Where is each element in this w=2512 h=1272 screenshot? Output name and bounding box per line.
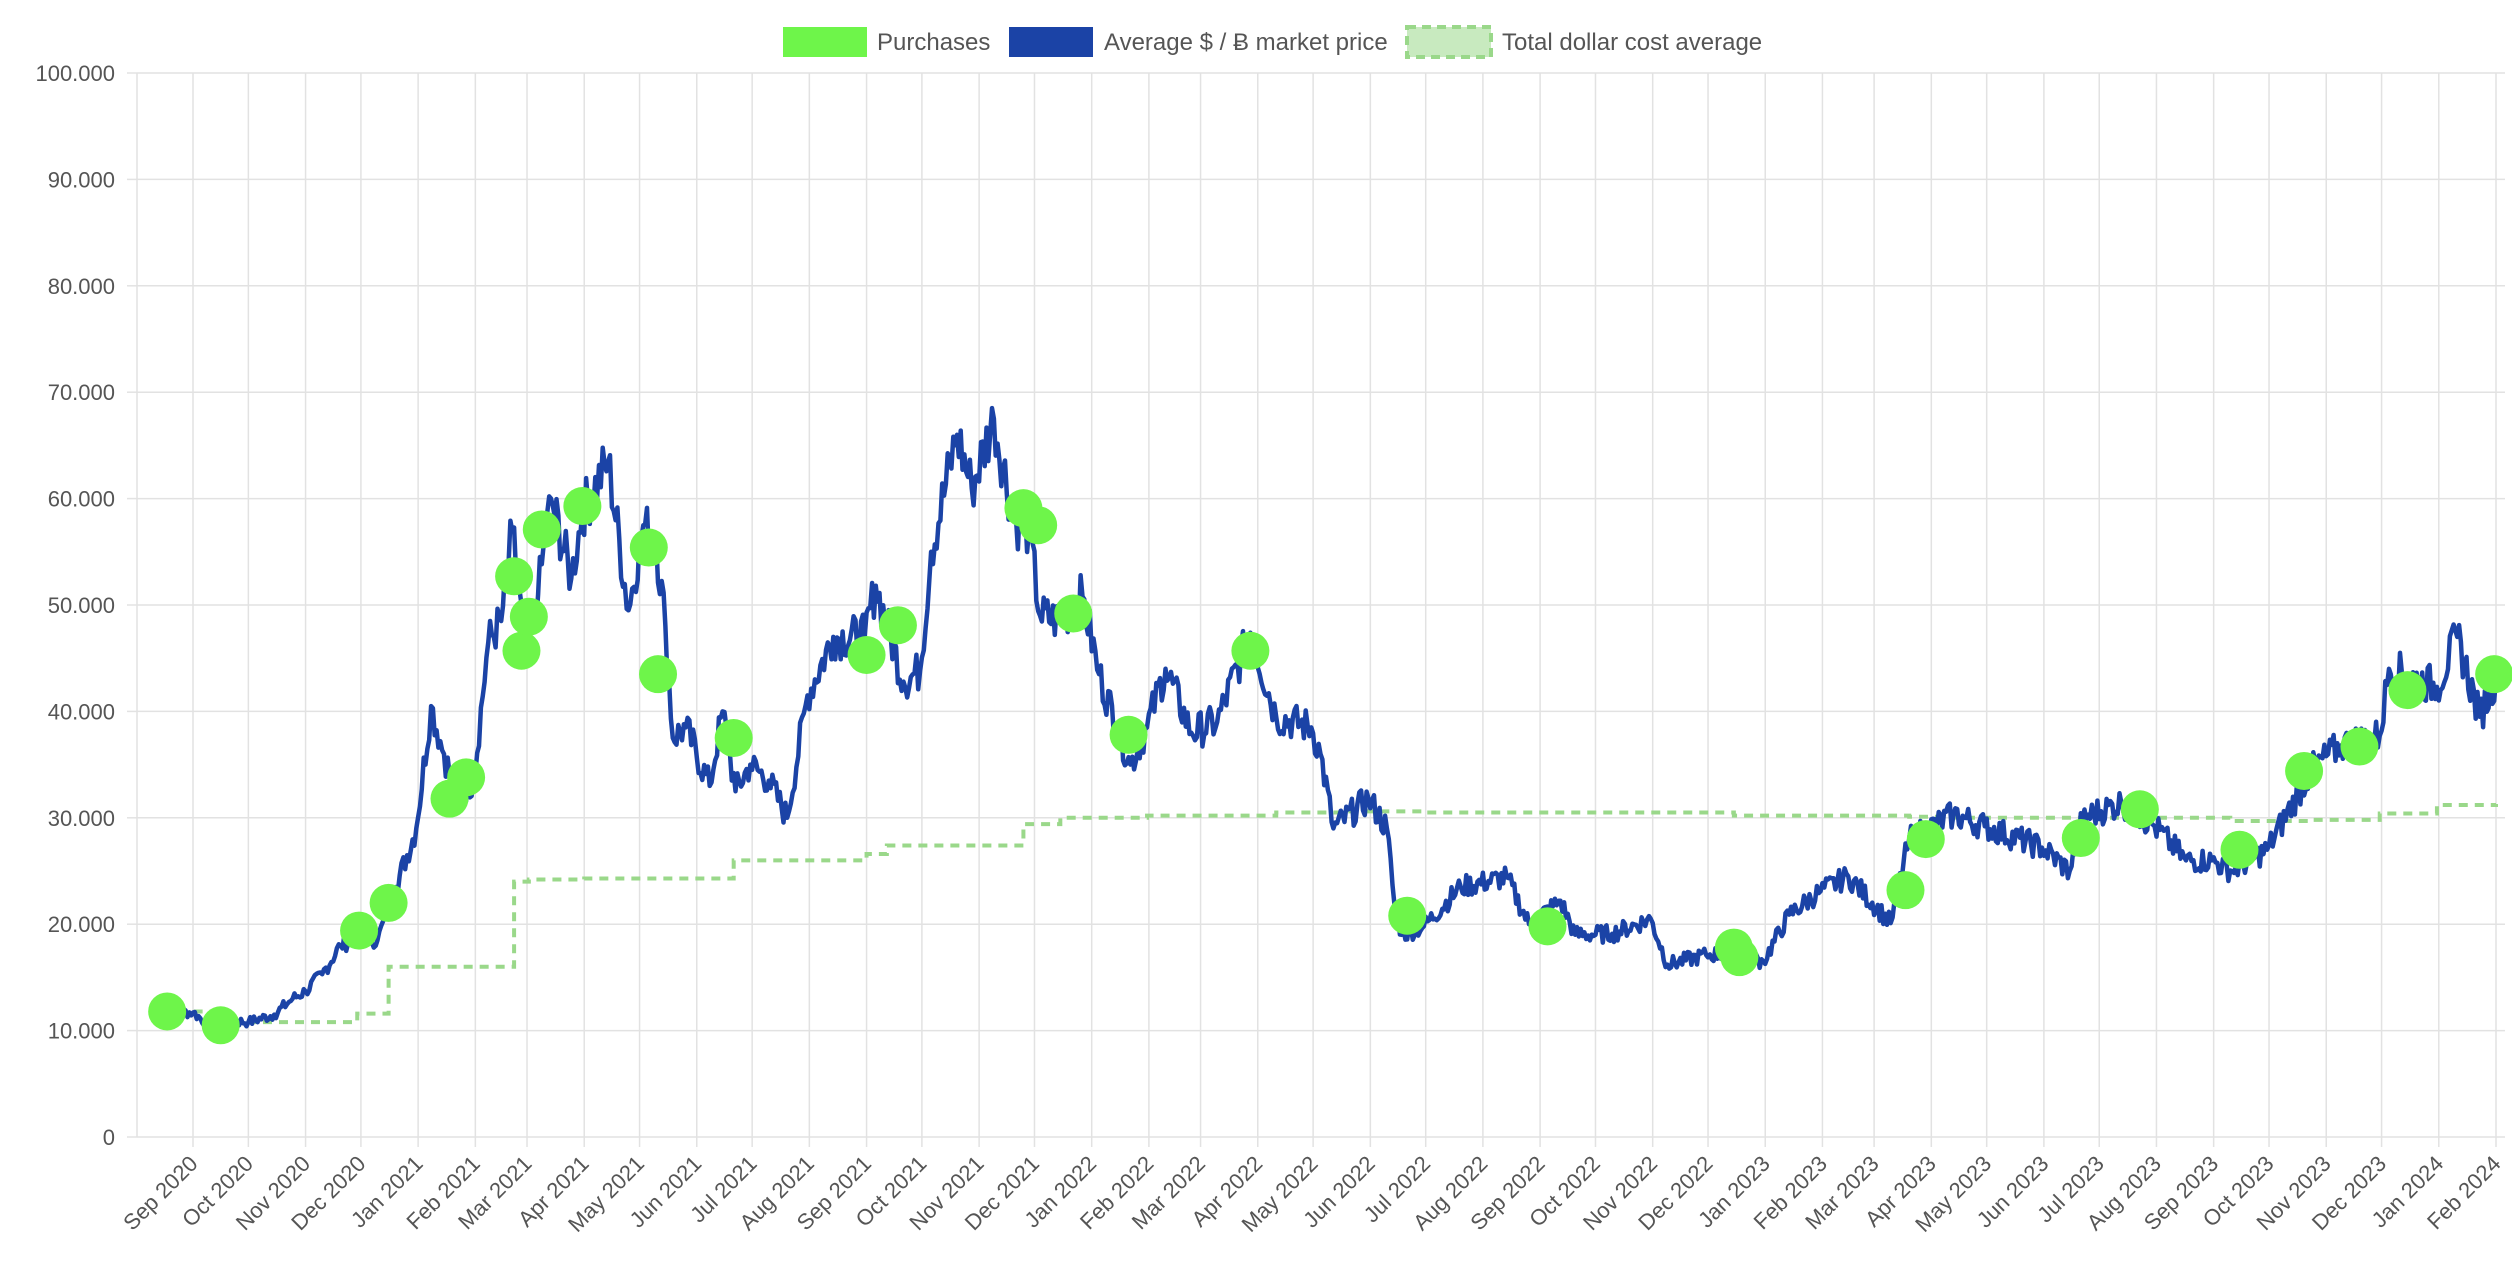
purchase-point[interactable]: [878, 606, 917, 645]
purchase-point[interactable]: [1054, 594, 1093, 633]
purchase-point[interactable]: [847, 636, 886, 675]
purchase-point[interactable]: [369, 883, 408, 922]
purchase-point[interactable]: [1886, 871, 1925, 910]
purchase-point[interactable]: [1720, 938, 1759, 977]
purchase-point[interactable]: [1231, 631, 1270, 670]
purchase-point[interactable]: [2285, 751, 2324, 790]
purchase-point[interactable]: [522, 510, 561, 549]
purchase-point[interactable]: [2475, 655, 2512, 694]
legend-swatch-market-price: [1009, 27, 1093, 57]
y-tick-label: 50.000: [48, 593, 115, 618]
purchase-point[interactable]: [340, 911, 379, 950]
dca-line: [161, 803, 2498, 1025]
purchase-point[interactable]: [1906, 820, 1945, 859]
purchase-point[interactable]: [1528, 907, 1567, 946]
purchase-point[interactable]: [639, 655, 678, 694]
purchase-point[interactable]: [1388, 896, 1427, 935]
y-tick-label: 0: [103, 1125, 115, 1150]
purchase-point[interactable]: [629, 528, 668, 567]
purchase-point[interactable]: [563, 487, 602, 526]
y-axis: 0 10.000 20.000 30.000 40.000 50.000 60.000 70.…: [35, 61, 115, 1150]
purchase-point[interactable]: [2061, 819, 2100, 858]
legend: Purchases Average $ / Ƀ market price Total…: [783, 25, 1762, 59]
y-tick-label: 90.000: [48, 167, 115, 192]
purchase-point[interactable]: [509, 597, 548, 636]
purchase-point[interactable]: [148, 992, 187, 1031]
y-tick-label: 100.000: [35, 61, 115, 86]
y-tick-label: 60.000: [48, 487, 115, 512]
series: [148, 405, 2512, 1045]
purchase-point[interactable]: [1109, 715, 1148, 754]
purchase-point[interactable]: [495, 557, 534, 596]
purchase-point[interactable]: [1019, 506, 1058, 545]
y-tick-label: 30.000: [48, 806, 115, 831]
legend-label-purchases[interactable]: Purchases: [877, 29, 990, 56]
legend-swatch-dca: [1405, 25, 1493, 59]
y-tick-label: 20.000: [48, 912, 115, 937]
legend-label-market-price[interactable]: Average $ / Ƀ market price: [1104, 29, 1388, 56]
purchase-point[interactable]: [2120, 790, 2159, 829]
purchase-point[interactable]: [447, 758, 486, 797]
purchase-point[interactable]: [201, 1006, 240, 1045]
y-tick-label: 10.000: [48, 1019, 115, 1044]
market-price-line: [161, 405, 2499, 1031]
legend-label-dca[interactable]: Total dollar cost average: [1502, 29, 1762, 56]
y-tick-label: 80.000: [48, 274, 115, 299]
purchase-point[interactable]: [714, 719, 753, 757]
purchase-point[interactable]: [2340, 727, 2379, 766]
y-tick-label: 70.000: [48, 380, 115, 405]
legend-swatch-purchases: [783, 27, 867, 57]
y-tick-label: 40.000: [48, 699, 115, 724]
purchase-point[interactable]: [2220, 830, 2259, 869]
grid: [127, 72, 2505, 1147]
purchase-point[interactable]: [2388, 671, 2427, 710]
purchase-point[interactable]: [502, 631, 541, 670]
